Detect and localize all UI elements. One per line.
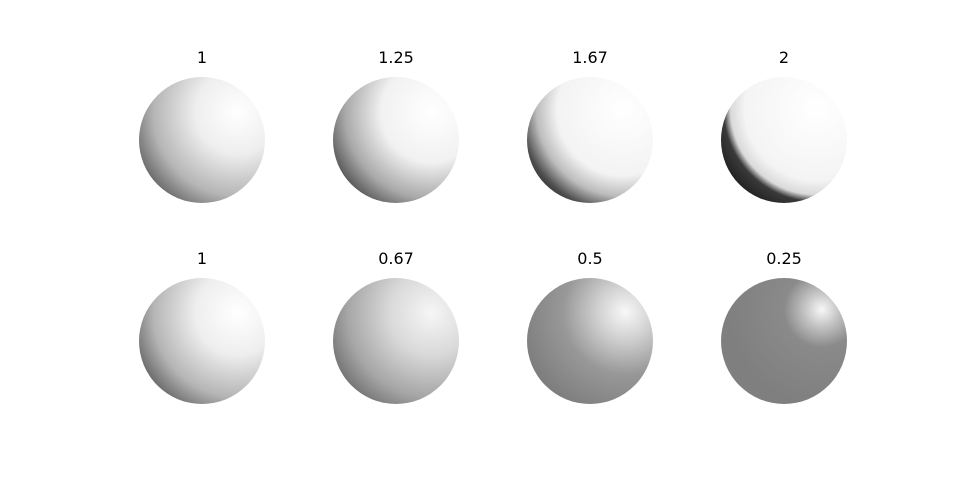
panel-r1-c0: 1: [139, 249, 265, 404]
panel-r1-c2: 0.5: [527, 249, 653, 404]
shaded-sphere: [527, 77, 653, 203]
panel-title: 0.5: [577, 249, 602, 268]
panel-r0-c3: 2: [721, 48, 847, 203]
shaded-sphere: [721, 77, 847, 203]
panel-title: 1: [197, 48, 207, 67]
shaded-sphere: [527, 278, 653, 404]
shaded-sphere: [333, 278, 459, 404]
shaded-sphere: [333, 77, 459, 203]
panel-r0-c0: 1: [139, 48, 265, 203]
panel-title: 1: [197, 249, 207, 268]
panel-r1-c1: 0.67: [333, 249, 459, 404]
panel-title: 0.67: [378, 249, 414, 268]
panel-title: 1.67: [572, 48, 608, 67]
panel-title: 0.25: [766, 249, 802, 268]
shaded-sphere: [139, 278, 265, 404]
panel-r1-c3: 0.25: [721, 249, 847, 404]
panel-title: 2: [779, 48, 789, 67]
panel-title: 1.25: [378, 48, 414, 67]
panel-r0-c2: 1.67: [527, 48, 653, 203]
shaded-sphere: [721, 278, 847, 404]
panel-r0-c1: 1.25: [333, 48, 459, 203]
shaded-sphere: [139, 77, 265, 203]
